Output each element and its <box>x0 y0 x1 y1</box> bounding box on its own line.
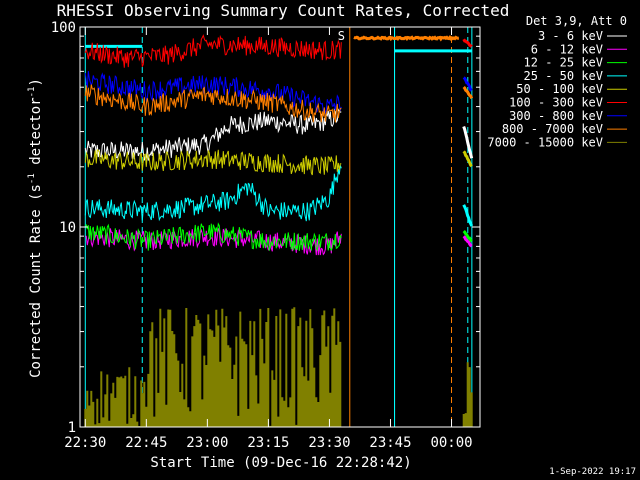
series-line-6-1 <box>462 76 473 92</box>
x-tick-label-4: 23:30 <box>308 435 350 451</box>
x-tick-label-2: 23:00 <box>186 435 228 451</box>
y-axis-label-mid: detector <box>28 97 44 173</box>
x-tick-label-1: 22:45 <box>125 435 167 451</box>
series-line-1-1 <box>462 235 473 248</box>
series-line-3-1 <box>462 204 474 227</box>
y-axis-label-end: ) <box>28 78 44 86</box>
legend-label-2: 12 - 25 keV <box>524 56 603 70</box>
footer-timestamp: 1-Sep-2022 19:17 <box>549 467 636 477</box>
y-axis-label-sup1: -1 <box>27 173 37 184</box>
series-band-0 <box>84 367 143 427</box>
annotation-0: S <box>338 29 345 43</box>
legend-label-4: 50 - 100 keV <box>516 82 603 96</box>
y-axis-label-main: Corrected Count Rate (s <box>28 184 44 378</box>
series-line-3-0 <box>84 165 342 222</box>
series-line-0-0 <box>84 108 342 161</box>
series-line-4-1 <box>462 150 473 168</box>
series-line-5-0 <box>84 34 342 68</box>
series-band-1 <box>141 307 342 427</box>
axes: 22:30 22:45 23:00 23:15 23:30 23:45 00:00 1 10 10… <box>51 20 480 451</box>
legend-label-5: 100 - 300 keV <box>509 96 603 110</box>
y-axis-label: Corrected Count Rate (s-1 detector-1) <box>27 78 44 378</box>
y-tick-label-0: 1 <box>68 420 76 436</box>
legend-label-7: 800 - 7000 keV <box>502 122 603 136</box>
series-line-0-1 <box>462 126 474 159</box>
legend-label-8: 7000 - 15000 keV <box>487 135 603 149</box>
series-line-7-0 <box>84 84 342 123</box>
legend-label-0: 3 - 6 keV <box>538 29 603 43</box>
y-tick-label-1: 10 <box>59 220 76 236</box>
series-line-5-1 <box>462 38 473 48</box>
x-tick-label-6: 00:00 <box>430 435 472 451</box>
x-axis-label: Start Time (09-Dec-16 22:28:42) <box>150 455 411 471</box>
series-line-4-0 <box>84 149 342 176</box>
legend-label-1: 6 - 12 keV <box>531 42 603 56</box>
legend-label-3: 25 - 50 keV <box>524 69 603 83</box>
x-tick-label-0: 22:30 <box>64 435 106 451</box>
y-axis-label-sup2: -1 <box>27 87 37 98</box>
legend-title: Det 3,9, Att 0 <box>526 14 627 28</box>
series-line-7-2 <box>462 85 474 99</box>
x-tick-label-3: 23:15 <box>247 435 289 451</box>
series-line-6-0 <box>84 71 342 115</box>
series-line-7-1 <box>353 35 460 42</box>
x-tick-label-5: 23:45 <box>369 435 411 451</box>
chart-title: RHESSI Observing Summary Count Rates, Co… <box>57 1 510 20</box>
y-tick-label-2: 100 <box>51 20 76 36</box>
series-line-2-1 <box>462 230 473 243</box>
plot-area: S <box>84 27 474 427</box>
series-line-2-0 <box>85 222 342 252</box>
legend-label-6: 300 - 800 keV <box>509 109 603 123</box>
series-band-2 <box>462 362 473 427</box>
